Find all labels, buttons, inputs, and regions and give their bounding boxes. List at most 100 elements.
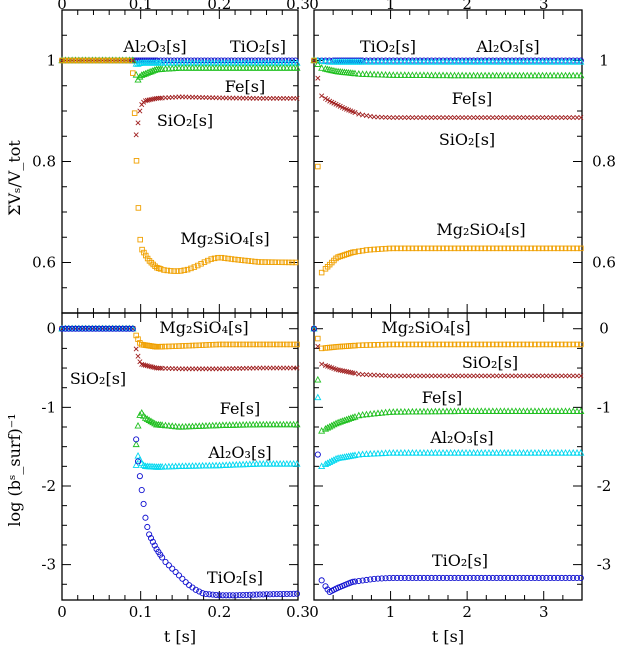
- series-annotation-Mg2SiO4: Mg₂SiO₄[s]: [381, 318, 470, 337]
- Al2O3-point: [389, 58, 397, 65]
- Mg2SiO4-point: [225, 255, 231, 262]
- Mg2SiO4-point: [562, 341, 569, 348]
- Fe-point: [366, 410, 374, 417]
- series-Mg2SiO4: [311, 57, 584, 276]
- SiO2-point: [394, 373, 400, 379]
- TiO2-point: [551, 574, 558, 582]
- TiO2-point: [96, 325, 103, 332]
- SiO2-point: [352, 370, 358, 376]
- Fe-point: [573, 407, 581, 414]
- Mg2SiO4-point: [543, 245, 550, 252]
- TiO2-point: [75, 325, 82, 332]
- TiO2-point: [162, 558, 169, 565]
- TiO2-point: [136, 473, 143, 480]
- Fe-point: [554, 407, 562, 414]
- Mg2SiO4-point: [375, 246, 381, 252]
- SiO2-point: [315, 75, 321, 81]
- SiO2-point: [448, 115, 454, 121]
- SiO2-point: [532, 373, 538, 379]
- Mg2SiO4-point: [467, 341, 473, 348]
- Fe-point: [242, 420, 250, 428]
- Fe-point: [269, 64, 277, 71]
- Mg2SiO4-point: [209, 341, 216, 348]
- SiO2-point: [455, 115, 461, 121]
- Fe-point: [385, 71, 393, 78]
- TiO2-point: [489, 574, 496, 582]
- Al2O3-point: [535, 58, 543, 65]
- Fe-point: [370, 70, 378, 78]
- Mg2SiO4-point: [230, 341, 236, 348]
- SiO2-point: [536, 373, 542, 379]
- Mg2SiO4-point: [432, 245, 439, 252]
- Al2O3-point: [393, 58, 401, 65]
- Mg2SiO4-point: [447, 245, 454, 252]
- TiO2-point: [175, 572, 183, 579]
- Al2O3-point: [561, 58, 570, 65]
- Fe-point: [340, 416, 348, 424]
- SiO2-point: [409, 115, 415, 121]
- TiO2-point: [147, 535, 155, 542]
- Fe-point: [202, 64, 210, 71]
- Fe-point: [188, 64, 197, 71]
- Mg2SiO4-point: [294, 341, 300, 348]
- series-annotation-Mg2SiO4: Mg₂SiO₄[s]: [159, 318, 248, 337]
- Mg2SiO4-point: [432, 341, 439, 348]
- Mg2SiO4-point: [398, 245, 404, 252]
- Al2O3-point: [477, 58, 485, 65]
- SiO2-point: [578, 373, 584, 379]
- TiO2-point: [349, 578, 356, 585]
- Fe-point: [462, 71, 470, 79]
- TiO2-point: [428, 574, 435, 582]
- Mg2SiO4-point: [166, 343, 172, 350]
- Mg2SiO4-point: [182, 343, 189, 349]
- series-SiO2: [311, 326, 584, 379]
- y-tick-label: -3: [597, 556, 612, 574]
- series-annotation-SiO2: SiO₂[s]: [157, 111, 213, 130]
- TiO2-point: [233, 592, 240, 599]
- Fe-point: [577, 71, 585, 79]
- Mg2SiO4-point: [89, 57, 96, 64]
- Mg2SiO4-point: [405, 245, 412, 252]
- Fe-point: [477, 71, 485, 79]
- Fe-point: [249, 420, 257, 428]
- Fe-point: [435, 407, 443, 415]
- Mg2SiO4-point: [59, 57, 65, 64]
- Fe-point: [378, 409, 386, 416]
- Fe-point: [215, 421, 223, 429]
- Mg2SiO4-point: [367, 246, 374, 253]
- Mg2SiO4-point: [96, 57, 102, 64]
- series-annotation-SiO2: SiO₂[s]: [70, 369, 126, 388]
- Al2O3-point: [325, 58, 333, 65]
- Al2O3-point: [516, 449, 524, 456]
- x-tick-label: 0.2: [207, 0, 231, 13]
- SiO2-point: [375, 372, 381, 378]
- SiO2-point: [440, 115, 446, 121]
- SiO2-point: [528, 115, 534, 121]
- SiO2-point: [157, 95, 163, 101]
- Al2O3-point: [192, 462, 200, 469]
- Fe-point: [401, 71, 409, 78]
- Fe-point: [408, 407, 416, 415]
- Al2O3-point: [577, 58, 585, 65]
- SiO2-point: [417, 115, 423, 121]
- Al2O3-point: [378, 58, 386, 65]
- SiO2-point: [360, 371, 366, 377]
- Fe-point: [496, 407, 505, 414]
- TiO2-point: [277, 591, 284, 598]
- Al2O3-point: [493, 449, 501, 456]
- Fe-point: [273, 64, 281, 71]
- Al2O3-point: [500, 58, 508, 65]
- TiO2-point: [106, 325, 113, 332]
- Al2O3-point: [542, 58, 550, 65]
- Fe-point: [546, 71, 554, 79]
- Mg2SiO4-point: [513, 341, 519, 348]
- Fe-point: [485, 407, 493, 414]
- SiO2-point: [157, 365, 163, 371]
- Al2O3-point: [202, 461, 210, 469]
- Fe-point: [286, 64, 294, 71]
- Fe-point: [416, 71, 424, 78]
- Fe-point: [431, 71, 439, 79]
- Fe-point: [393, 71, 401, 78]
- y-axis-label-top: ΣVₛ/V_tot: [5, 140, 24, 216]
- Al2O3-point: [489, 449, 497, 456]
